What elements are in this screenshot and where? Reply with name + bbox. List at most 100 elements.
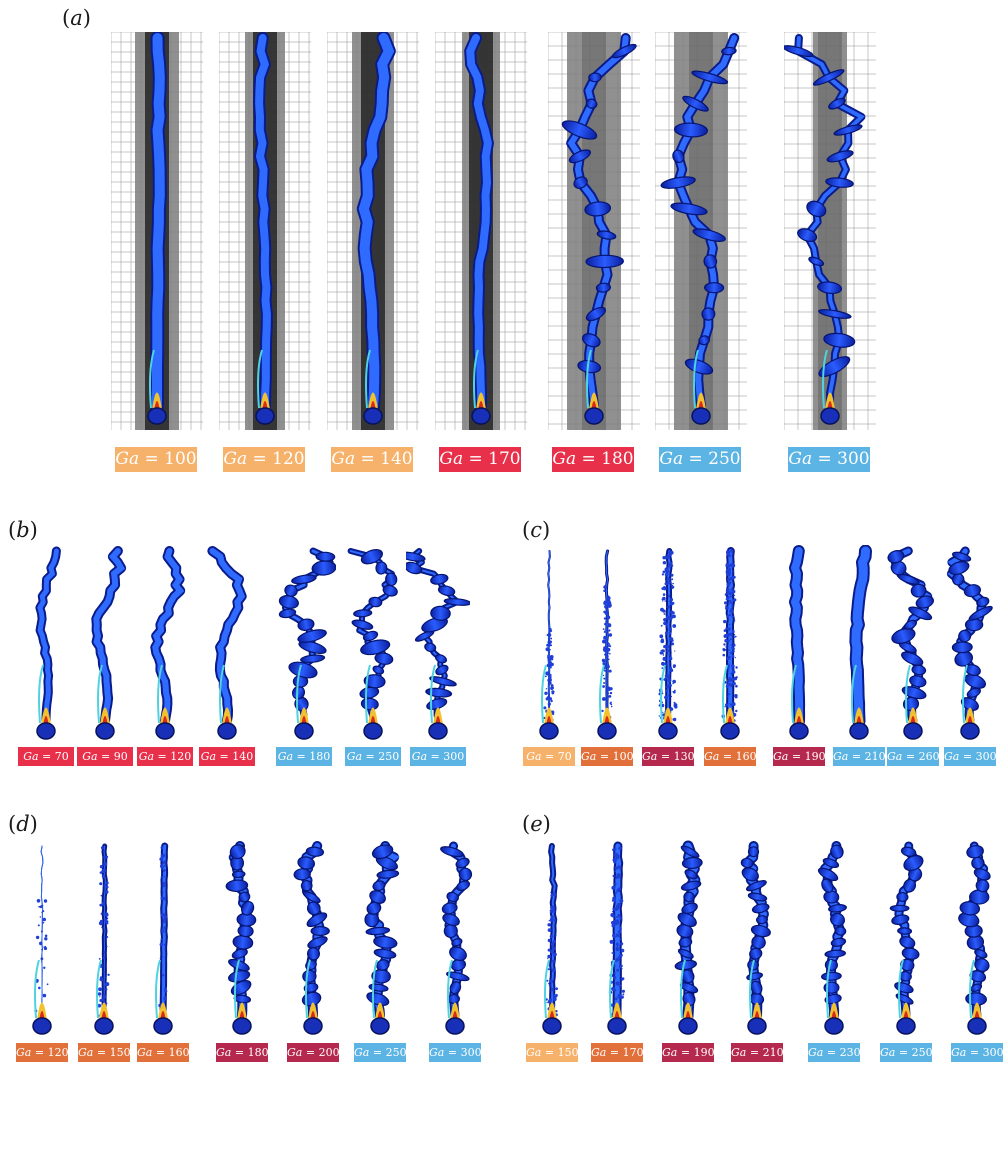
vortex-speckle [726, 614, 730, 618]
vortex-speckle [622, 993, 625, 996]
vortex-speckle [607, 664, 610, 666]
vortex-speckle [547, 938, 552, 943]
vortex-speckle [613, 976, 617, 980]
vortex-ring [966, 687, 981, 698]
vortex-speckle [724, 601, 728, 605]
vortex-speckle [609, 652, 611, 655]
vortex-speckle [661, 587, 664, 590]
vortex-speckle [98, 958, 101, 960]
vortex-speckle [605, 639, 607, 641]
vortex-ring [834, 926, 847, 936]
vortex-speckle [724, 706, 726, 708]
vortex-speckle [548, 984, 551, 987]
vortex-speckle [614, 870, 616, 873]
vortex-speckle [550, 917, 553, 920]
sphere [95, 722, 115, 740]
vortex-speckle [550, 905, 555, 910]
vortex-speckle [723, 619, 727, 624]
vortex-speckle [44, 934, 48, 938]
vortex-speckle [38, 905, 41, 908]
vortex-speckle [548, 920, 550, 922]
vortex-speckle [163, 926, 167, 930]
vortex-speckle [605, 703, 608, 706]
vortex-ring [677, 948, 694, 959]
ga-label-b-2: Ga = 120 [137, 747, 193, 766]
vortex-speckle [548, 982, 550, 985]
vortex-trail-highlight [466, 34, 492, 410]
vortex-speckle [546, 1002, 548, 1004]
vortex-speckle [666, 685, 670, 688]
vortex-speckle [163, 864, 166, 867]
vortex-speckle [602, 662, 606, 666]
vortex-ring [228, 970, 251, 983]
vortex-speckle [670, 655, 672, 657]
wake-column-0 [517, 545, 581, 745]
vortex-speckle [602, 648, 606, 651]
mesh-column-5 [655, 32, 747, 430]
vortex-ring [682, 991, 696, 1007]
cyan-streak [541, 664, 547, 724]
vortex-speckle [725, 563, 729, 566]
vortex-speckle [665, 689, 668, 693]
vortex-speckle [611, 914, 615, 918]
vortex-speckle [730, 703, 733, 707]
cyan-streak [826, 959, 832, 1019]
vortex-speckle [667, 570, 670, 573]
vortex-ring [890, 560, 907, 576]
vortex-speckle [612, 874, 615, 877]
vortex-ring [440, 846, 464, 858]
vortex-ring [817, 281, 843, 295]
vortex-ring [306, 912, 328, 928]
ga-value: = 300 [427, 750, 465, 763]
vortex-ring [966, 844, 984, 859]
mesh-column-3 [435, 32, 527, 430]
vortex-speckle [100, 912, 103, 915]
vortex-speckle [728, 663, 730, 665]
vortex-ring [363, 674, 386, 689]
ga-symbol: Ga [887, 750, 903, 763]
vortex-speckle [42, 921, 45, 924]
vortex-ring [812, 69, 845, 86]
vortex-speckle [725, 703, 729, 707]
vortex-speckle [160, 846, 164, 850]
vortex-ring [964, 618, 984, 632]
vortex-speckle [603, 635, 607, 640]
vortex-speckle [40, 930, 43, 933]
vortex-speckle [672, 664, 676, 668]
vortex-speckle [727, 627, 731, 631]
vortex-speckle [105, 855, 109, 859]
wake-column-5 [348, 840, 412, 1040]
vortex-trail-highlight [152, 548, 185, 724]
vortex-speckle [602, 685, 605, 688]
vortex-speckle [666, 647, 668, 649]
vortex-speckle [659, 651, 663, 655]
vortex-ring [297, 856, 316, 870]
vortex-speckle [44, 945, 47, 948]
vortex-ring [747, 846, 760, 858]
ga-label-b-4: Ga = 180 [276, 747, 332, 766]
cyan-streak [609, 959, 615, 1019]
vortex-speckle [663, 621, 667, 626]
vortex-speckle [732, 682, 736, 686]
vortex-speckle [660, 639, 665, 644]
vortex-speckle [607, 692, 610, 694]
vortex-speckle [662, 561, 667, 565]
wake-column-2 [656, 840, 720, 1040]
vortex-speckle [97, 992, 102, 996]
vortex-ring [585, 98, 598, 109]
vortex-speckle [608, 629, 611, 632]
vortex-ring [406, 551, 426, 562]
vortex-speckle [729, 595, 732, 598]
sphere [445, 1017, 465, 1035]
vortex-speckle [606, 615, 611, 620]
vortex-speckle [617, 902, 621, 907]
vortex-ring [970, 983, 983, 993]
mesh-column-2 [327, 32, 419, 430]
vortex-ring [360, 697, 379, 711]
vortex-speckle [543, 706, 547, 710]
ga-symbol: Ga [833, 750, 849, 763]
vortex-speckle [618, 866, 622, 870]
vortex-speckle [733, 634, 736, 636]
vortex-speckle [36, 899, 41, 903]
cyan-streak [219, 664, 225, 724]
